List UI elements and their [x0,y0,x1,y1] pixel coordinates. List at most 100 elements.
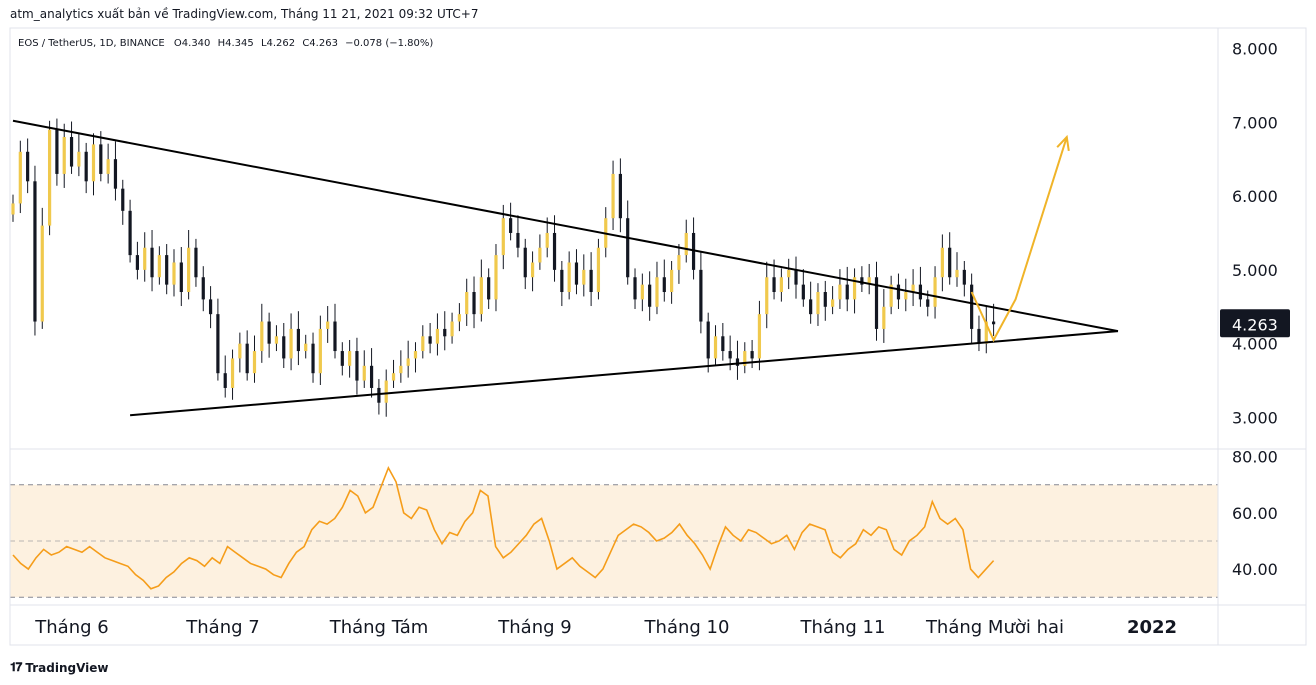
candle-body [289,328,293,359]
candle-body [201,277,205,300]
footer-brand: TradingView [25,660,109,675]
candle-body [560,269,564,293]
price-tick-label: 4.000 [1232,335,1278,354]
price-axis: 8.000 7.000 6.000 5.000 4.000 3.000 [1232,39,1278,427]
candle-body [721,336,725,352]
candle-body [589,269,593,293]
candle-body [831,299,835,307]
candle-body [743,351,747,366]
candle-body [882,306,886,329]
candle-body [567,262,571,293]
candle-body [55,129,59,174]
candles [11,118,996,417]
projection-path [970,136,1068,343]
candle-body [977,328,981,344]
candle-body [450,321,454,337]
current-price-label: 4.263 [1220,309,1290,338]
price-tick-label: 3.000 [1232,408,1278,427]
chart-border [9,27,1307,646]
candle-body [362,365,366,381]
candle-body [772,277,776,293]
candle-body [77,151,81,167]
candle-body [245,343,249,374]
candle-body [435,328,440,344]
candle-body [552,232,557,270]
candle-body [962,269,966,285]
price-pane[interactable]: 8.000 7.000 6.000 5.000 4.000 3.000 4.263 EOS… [11,38,1290,427]
candle-body [918,284,923,300]
candle-body [911,284,915,293]
current-price-text: 4.263 [1232,315,1278,334]
candle-body [128,210,132,256]
footer-logo[interactable]: 𝟏𝟕 TradingView [10,660,109,675]
rsi-line [12,465,995,590]
candle-body [984,321,988,344]
candle-body [230,358,235,388]
price-tick-label: 7.000 [1232,113,1278,132]
candle-body [391,373,396,381]
candle-body [874,277,879,329]
candle-body [845,284,849,300]
candle-body [318,328,322,374]
candle-body [399,365,403,374]
candle-body [377,387,381,403]
candle-body [655,277,659,307]
projection-arrow [970,134,1070,343]
candle-body [252,351,257,374]
rsi-band [10,484,1218,598]
candle-body [538,247,542,263]
candle-body [333,321,337,352]
candle-body [216,314,220,374]
candle-body [860,277,864,285]
candle-body [648,284,652,307]
candle-body [113,159,118,189]
candle-body [816,292,820,315]
candle-body [179,262,183,293]
candle-body [706,321,710,359]
candle-body [509,218,513,233]
candle-body [91,144,96,182]
candle-body [765,277,769,315]
candle-body [165,255,169,285]
candle-body [838,284,842,300]
trendline-lower [130,330,1119,417]
candle-body [757,314,762,359]
candle-body [26,151,30,182]
candle-body [596,247,601,293]
candle-body [889,284,893,307]
candle-body [970,284,974,329]
candle-body [296,328,300,352]
candle-body [801,284,805,300]
candle-body [157,255,161,278]
price-tick-label: 8.000 [1232,39,1278,58]
candle-body [238,343,242,359]
time-tick-label: Tháng 6 [34,617,108,638]
symbol-legend: EOS / TetherUS, 1D, BINANCE O4.340 H4.34… [18,38,433,49]
candle-body [348,351,352,366]
candle-body [311,343,315,374]
candle-body [443,328,447,337]
candle-body [611,173,615,219]
candle-body [779,277,783,293]
candle-body [150,247,154,278]
candle-body [626,218,630,278]
candle-body [33,181,37,322]
candle-body [494,255,498,300]
rsi-pane[interactable]: 80.00 60.00 40.00 [10,448,1278,598]
projection-arrowhead [1056,134,1070,152]
time-tick-label: Tháng 10 [644,617,730,638]
legend-close: C4.263 [302,38,338,49]
time-tick-label: Tháng 9 [497,617,571,638]
candle-body [223,373,227,388]
rsi-axis: 80.00 60.00 40.00 [1232,448,1278,579]
candle-body [904,292,908,300]
candle-body [194,247,198,278]
candle-body [143,247,147,270]
candle-body [340,351,344,366]
candle-body [260,321,264,352]
candle-body [633,277,637,300]
candle-body [699,269,703,322]
candle-body [47,129,52,226]
candle-body [355,351,359,381]
